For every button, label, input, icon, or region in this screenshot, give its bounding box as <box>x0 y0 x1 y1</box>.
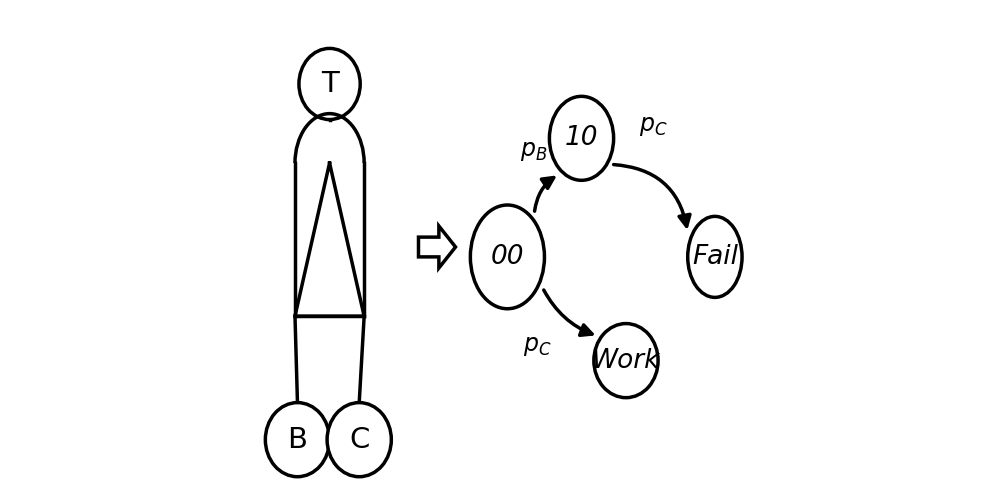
Ellipse shape <box>327 403 391 477</box>
Text: 10: 10 <box>565 125 598 151</box>
Ellipse shape <box>594 324 658 398</box>
Text: T: T <box>321 70 338 98</box>
Text: 00: 00 <box>491 244 524 270</box>
Ellipse shape <box>470 205 544 309</box>
Text: C: C <box>349 426 369 453</box>
Text: Work: Work <box>592 348 660 373</box>
Text: $p_{C}$: $p_{C}$ <box>523 334 551 358</box>
FancyArrowPatch shape <box>535 177 554 211</box>
Ellipse shape <box>265 403 330 477</box>
Polygon shape <box>418 226 456 268</box>
Ellipse shape <box>688 216 742 297</box>
FancyArrowPatch shape <box>614 165 690 226</box>
Text: $p_{C}$: $p_{C}$ <box>639 114 667 138</box>
Text: B: B <box>287 426 307 453</box>
Ellipse shape <box>299 48 360 120</box>
Text: $p_{B}$: $p_{B}$ <box>520 139 547 163</box>
Text: Fail: Fail <box>692 244 738 270</box>
Ellipse shape <box>549 96 614 180</box>
FancyArrowPatch shape <box>544 290 592 335</box>
